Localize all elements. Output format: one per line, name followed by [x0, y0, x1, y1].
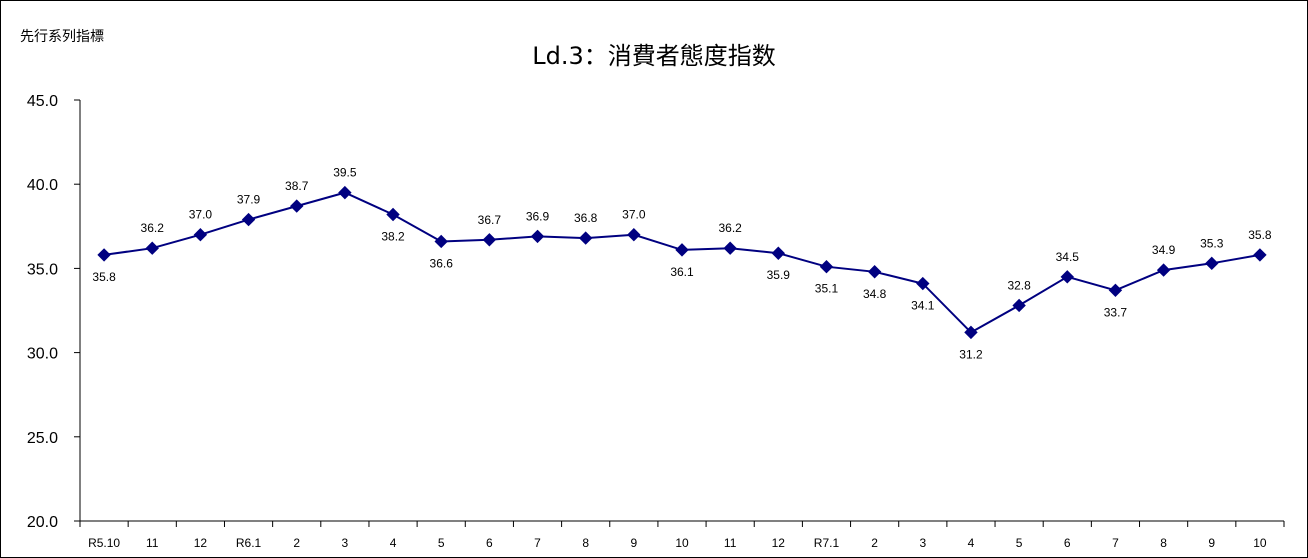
data-label: 36.1 — [670, 265, 694, 279]
x-tick-label: 6 — [1064, 536, 1071, 550]
y-tick-label: 20.0 — [27, 514, 58, 531]
data-point-marker — [1012, 298, 1026, 313]
data-point-marker — [482, 233, 497, 247]
x-tick-label: 7 — [1112, 536, 1119, 550]
data-point-marker — [1060, 270, 1074, 284]
data-label: 37.9 — [237, 193, 261, 207]
data-labels-group: 35.8 36.2 37.0 37.9 38.7 39.5 38.2 36.6 36.7 36.9… — [92, 166, 1272, 362]
data-label: 35.8 — [92, 270, 116, 284]
data-point-marker — [578, 231, 593, 245]
data-point-marker — [627, 228, 641, 242]
axes — [74, 99, 1285, 527]
data-label: 35.1 — [815, 282, 839, 296]
x-tick-label: 5 — [438, 536, 445, 550]
data-point-marker — [819, 260, 834, 274]
x-tick-label: 7 — [534, 536, 541, 550]
series-line — [103, 191, 1261, 334]
x-tick-label: 9 — [1208, 536, 1215, 550]
data-point-marker — [434, 234, 448, 249]
data-point-marker — [97, 248, 111, 262]
data-point-marker — [193, 228, 208, 242]
data-label: 37.0 — [189, 208, 213, 222]
data-label: 34.1 — [911, 299, 935, 313]
x-tick-label: 3 — [919, 536, 926, 550]
data-point-marker — [290, 199, 304, 213]
data-label: 36.9 — [526, 209, 550, 223]
x-tick-labels: R5.10 11 12 R6.1 2 3 4 5 6 7 8 9 10 11 12 R7.1 2 3 4 5 6 7 8 9 1… — [88, 536, 1267, 550]
data-point-marker — [241, 212, 256, 227]
data-point-marker — [1253, 248, 1267, 262]
x-tick-label: R6.1 — [236, 536, 262, 550]
data-point-marker — [530, 229, 545, 244]
data-label: 35.9 — [767, 268, 791, 282]
x-tick-label: 8 — [582, 536, 589, 550]
x-tick-label: 11 — [146, 536, 159, 550]
data-point-marker — [675, 243, 689, 257]
x-tick-label: 4 — [968, 536, 975, 550]
x-tick-label: 8 — [1160, 536, 1167, 550]
data-label: 36.2 — [718, 221, 742, 235]
x-tick-label: 3 — [342, 536, 349, 550]
y-tick-label: 25.0 — [27, 430, 58, 447]
x-tick-label: 10 — [1253, 536, 1267, 550]
data-point-marker — [1205, 256, 1219, 271]
data-point-marker — [338, 185, 352, 200]
series-line-group — [103, 191, 1261, 334]
data-point-marker — [386, 207, 400, 222]
data-label: 36.2 — [141, 221, 165, 235]
data-point-marker — [867, 265, 882, 279]
y-tick-label: 35.0 — [27, 261, 58, 278]
markers-group — [97, 185, 1267, 340]
x-tick-label: 2 — [293, 536, 300, 550]
data-label: 39.5 — [333, 166, 357, 180]
x-tick-label: 2 — [871, 536, 878, 550]
data-point-marker — [916, 276, 930, 291]
data-label: 33.7 — [1104, 305, 1128, 319]
data-label: 35.8 — [1248, 228, 1272, 242]
x-tick-label: 12 — [772, 536, 786, 550]
data-label: 36.8 — [574, 211, 598, 225]
corner-label: 先行系列指標 — [20, 29, 104, 45]
data-label: 34.9 — [1152, 243, 1176, 257]
x-tick-label: R5.10 — [88, 536, 120, 550]
x-tick-label: R7.1 — [814, 536, 840, 550]
y-tick-labels: 20.0 25.0 30.0 35.0 40.0 45.0 — [27, 93, 58, 531]
x-tick-label: 6 — [486, 536, 493, 550]
data-point-marker — [1156, 263, 1171, 277]
x-tick-label: 9 — [630, 536, 637, 550]
data-label: 36.6 — [430, 256, 454, 270]
data-label: 38.7 — [285, 179, 309, 193]
data-label: 31.2 — [959, 347, 983, 361]
x-tick-label: 5 — [1016, 536, 1023, 550]
x-tick-label: 10 — [675, 536, 689, 550]
data-label: 34.5 — [1056, 250, 1080, 264]
x-tick-label: 11 — [724, 536, 737, 550]
y-tick-label: 30.0 — [27, 346, 58, 363]
data-point-marker — [145, 241, 159, 255]
x-tick-label: 12 — [194, 536, 208, 550]
data-label: 35.3 — [1200, 236, 1224, 250]
data-label: 37.0 — [622, 208, 646, 222]
y-tick-label: 40.0 — [27, 177, 58, 194]
data-label: 32.8 — [1007, 278, 1031, 292]
data-label: 36.7 — [478, 213, 502, 227]
data-point-marker — [771, 246, 786, 260]
data-label: 38.2 — [381, 230, 405, 244]
data-point-marker — [1108, 283, 1123, 297]
data-label: 34.8 — [863, 287, 887, 301]
x-tick-label: 4 — [390, 536, 397, 550]
y-tick-label: 45.0 — [27, 93, 58, 110]
data-point-marker — [964, 325, 978, 340]
chart-title: Ld.3：消費者態度指数 — [532, 42, 776, 70]
data-point-marker — [723, 241, 737, 255]
